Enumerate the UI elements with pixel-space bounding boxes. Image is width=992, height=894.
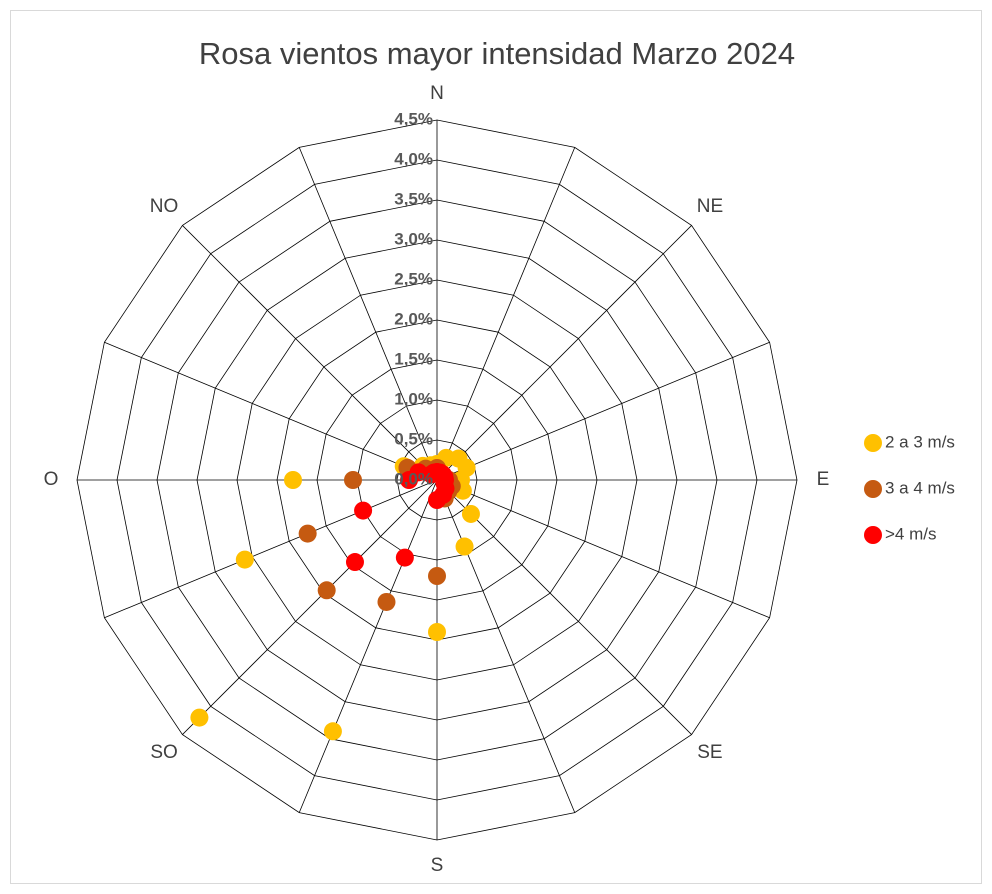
tick-label: 2,0% <box>394 309 433 328</box>
legend-label: >4 m/s <box>885 524 937 543</box>
data-point <box>428 491 446 509</box>
data-point <box>323 722 342 741</box>
chart-title: Rosa vientos mayor intensidad Marzo 2024 <box>199 36 795 71</box>
category-label: SE <box>697 742 722 763</box>
tick-label: 1,0% <box>394 389 433 408</box>
data-point <box>377 592 396 611</box>
data-point <box>354 501 373 520</box>
data-point <box>298 524 317 543</box>
tick-label: 3,0% <box>394 229 433 248</box>
category-label: N <box>430 83 444 104</box>
data-point <box>190 708 209 727</box>
data-point <box>344 471 362 489</box>
spoke <box>436 479 770 619</box>
data-point <box>428 567 446 585</box>
data-point <box>235 550 254 569</box>
data-point <box>424 463 443 482</box>
spoke <box>298 147 438 481</box>
data-point <box>461 504 480 523</box>
tick-label: 4,0% <box>394 149 433 168</box>
tick-label: 0,5% <box>394 429 433 448</box>
tick-label: 3,5% <box>394 189 433 208</box>
legend-label: 3 a 4 m/s <box>885 478 955 497</box>
spoke <box>436 225 692 481</box>
data-point <box>284 471 302 489</box>
legend-marker <box>864 526 882 544</box>
tick-label: 2,5% <box>394 269 433 288</box>
data-point <box>317 581 336 600</box>
category-label: E <box>817 469 830 490</box>
spoke <box>182 225 438 481</box>
spoke <box>298 479 438 813</box>
tick-label: 0,0% <box>394 469 433 488</box>
category-label: NE <box>697 196 723 217</box>
tick-label: 4,5% <box>394 109 433 128</box>
data-point <box>428 623 446 641</box>
data-point <box>345 553 364 572</box>
spoke <box>104 341 438 481</box>
spoke <box>436 147 576 481</box>
legend-marker <box>864 434 882 452</box>
data-point <box>455 537 474 556</box>
chart-border <box>10 10 982 884</box>
category-label: SO <box>150 742 177 763</box>
spoke <box>436 341 770 481</box>
spoke <box>182 479 438 735</box>
data-point <box>395 548 414 567</box>
legend-label: 2 a 3 m/s <box>885 432 955 451</box>
spoke <box>104 479 438 619</box>
tick-label: 1,5% <box>394 349 433 368</box>
category-label: S <box>431 855 444 876</box>
spoke <box>436 479 692 735</box>
legend-marker <box>864 480 882 498</box>
category-label: NO <box>150 196 179 217</box>
category-label: O <box>44 469 59 490</box>
spoke <box>436 479 576 813</box>
